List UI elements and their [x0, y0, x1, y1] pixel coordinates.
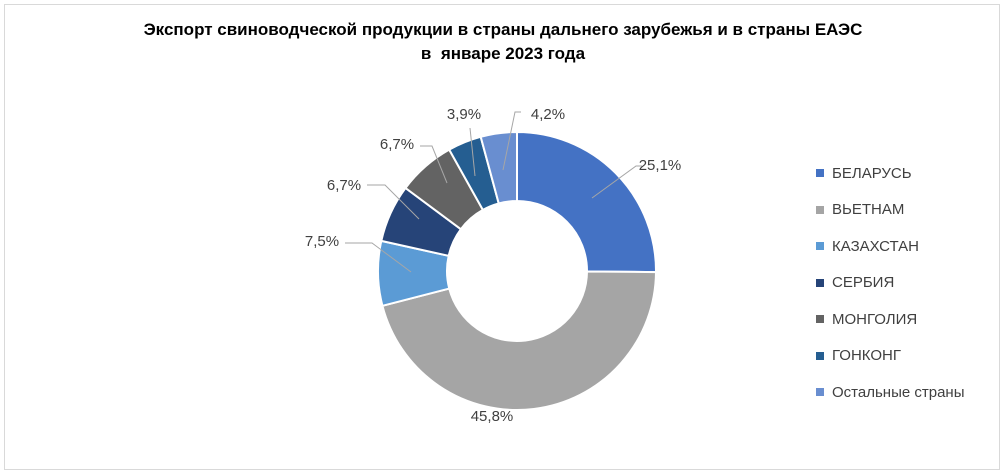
legend-swatch: [816, 388, 824, 397]
chart-title-line-1: Экспорт свиноводческой продукции в стран…: [143, 20, 863, 39]
legend-item-7: Остальные страны: [816, 374, 964, 411]
legend-swatch: [816, 315, 824, 324]
legend-swatch: [816, 278, 824, 287]
leader-line-1: [591, 165, 642, 199]
legend-label: КАЗАХСТАН: [832, 237, 919, 255]
legend-swatch: [816, 205, 824, 214]
data-label-5: 6,7%: [380, 136, 414, 153]
chart-title-line-2: в январе 2023 года: [420, 44, 586, 63]
legend-item-2: ВЬЕТНАМ: [816, 192, 964, 229]
data-label-4: 6,7%: [327, 177, 361, 194]
legend-swatch: [816, 169, 824, 178]
chart-legend: БЕЛАРУСЬ ВЬЕТНАМ КАЗАХСТАН СЕРБИЯ МОНГОЛИЯ ГО…: [816, 155, 964, 411]
legend-label: Остальные страны: [832, 383, 965, 401]
leader-line-5: [420, 145, 448, 184]
chart-title: Экспорт свиноводческой продукции в стран…: [0, 18, 1006, 66]
data-label-1: 25,1%: [639, 157, 682, 174]
data-label-2: 45,8%: [471, 408, 514, 425]
legend-item-3: КАЗАХСТАН: [816, 228, 964, 265]
data-label-3: 7,5%: [305, 233, 339, 250]
leader-line-3: [345, 242, 412, 273]
legend-label: ГОНКОНГ: [832, 347, 901, 365]
slice-7: [479, 130, 518, 205]
legend-label: БЕЛАРУСЬ: [832, 164, 912, 182]
leader-line-4: [367, 184, 420, 220]
data-label-7: 4,2%: [531, 106, 565, 123]
data-label-6: 3,9%: [447, 106, 481, 123]
legend-label: ВЬЕТНАМ: [832, 201, 905, 219]
slice-2: [381, 270, 658, 411]
legend-item-4: СЕРБИЯ: [816, 265, 964, 302]
leader-line-6: [469, 127, 476, 177]
legend-item-1: БЕЛАРУСЬ: [816, 155, 964, 192]
legend-item-6: ГОНКОНГ: [816, 338, 964, 375]
slice-1: [516, 130, 657, 274]
legend-label: СЕРБИЯ: [832, 274, 895, 292]
leader-line-7: [502, 111, 521, 171]
legend-item-5: МОНГОЛИЯ: [816, 301, 964, 338]
legend-swatch: [816, 242, 824, 251]
legend-swatch: [816, 351, 824, 360]
legend-label: МОНГОЛИЯ: [832, 310, 918, 328]
